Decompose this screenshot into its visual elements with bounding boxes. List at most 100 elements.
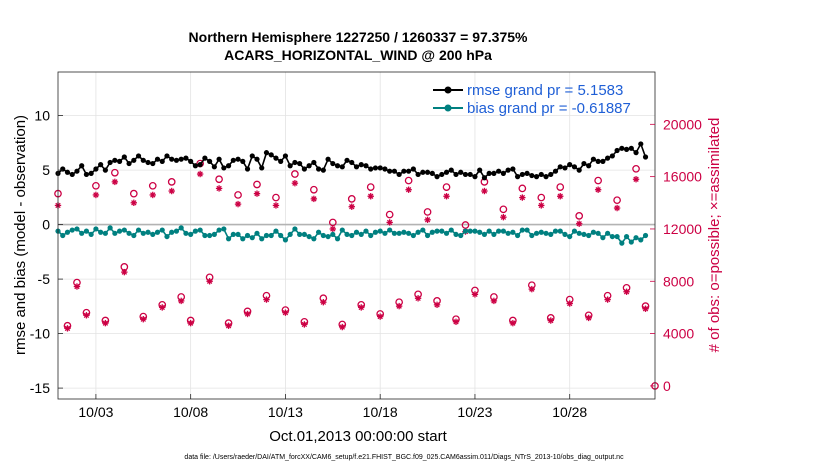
obs-assimilated-point (424, 216, 431, 224)
obs-possible-point (291, 170, 299, 178)
bias-point (524, 227, 530, 233)
bias-point (339, 227, 345, 233)
rmse-point (391, 168, 398, 174)
rmse-point (477, 167, 483, 173)
obs-assimilated-point (310, 195, 318, 203)
rmse-point (548, 171, 554, 178)
rmse-point (254, 156, 260, 162)
bias-point (140, 230, 146, 236)
bias-point (538, 229, 544, 235)
bias-point (268, 232, 274, 239)
rmse-point (424, 169, 431, 175)
rmse-point (567, 162, 573, 168)
obs-possible-point (404, 176, 413, 185)
bias-point (391, 230, 398, 236)
rmse-point (126, 160, 132, 167)
rmse-point (467, 171, 473, 178)
obs-assimilated-point (642, 305, 649, 312)
obs-assimilated-point (215, 185, 223, 192)
bias-point (88, 231, 94, 238)
bias-point (567, 233, 573, 240)
bias-point (320, 232, 326, 239)
rmse-point (406, 168, 412, 174)
bias-point (202, 232, 208, 239)
rmse-point (453, 171, 459, 178)
bias-point (353, 229, 360, 235)
bias-point (505, 230, 511, 236)
obs-assimilated-point (234, 200, 242, 208)
obs-assimilated-point (168, 187, 175, 195)
rmse-point (93, 166, 99, 172)
bias-point (334, 236, 341, 242)
bias-point (600, 235, 606, 241)
rmse-point (505, 167, 511, 173)
rmse-point (586, 163, 592, 169)
rmse-point (510, 166, 516, 172)
rmse-point (500, 170, 506, 176)
obs-assimilated-point (64, 325, 71, 332)
bias-point (98, 229, 104, 235)
obs-possible-point (366, 183, 375, 191)
chart-title: Northern Hemisphere 1227250 / 1260337 = … (189, 29, 528, 45)
rmse-point (481, 175, 488, 181)
rmse-point (216, 156, 222, 162)
obs-assimilated-point (528, 285, 536, 293)
bias-point (135, 227, 142, 233)
obs-assimilated-point (92, 191, 100, 199)
rmse-point (69, 171, 75, 178)
rmse-point (60, 166, 66, 172)
rmse-point (121, 154, 127, 160)
bias-point (562, 231, 568, 238)
obs-possible-point (518, 184, 527, 193)
rmse-point (135, 153, 142, 159)
rmse-point (268, 152, 274, 158)
rmse-point (368, 166, 374, 172)
bias-point (145, 229, 151, 235)
left-y-axis-label: rmse and bias (model - observation) (12, 115, 29, 355)
rmse-point (415, 171, 421, 178)
rmse-point (353, 164, 360, 170)
obs-possible-point (215, 175, 223, 184)
data-file-footnote: data file: /Users/raeder/DAI/ATM_forcXX/… (184, 454, 624, 461)
bias-point (154, 229, 161, 235)
bias-point (273, 228, 279, 234)
y-tick-label-left: 0 (42, 217, 50, 233)
rmse-point (410, 166, 416, 172)
rmse-point (429, 170, 435, 176)
bias-point (491, 231, 497, 238)
rmse-point (434, 174, 440, 180)
bias-point (410, 232, 416, 239)
rmse-point (297, 160, 303, 167)
plot-frame (57, 71, 656, 400)
bias-point (614, 233, 620, 240)
bias-point (116, 228, 123, 234)
obs-possible-point (129, 189, 138, 198)
rmse-point (211, 164, 217, 170)
bias-point (548, 231, 554, 238)
obs-assimilated-point (509, 319, 517, 327)
rmse-point (519, 171, 525, 178)
rmse-point (154, 156, 161, 162)
rmse-point (173, 157, 180, 163)
bias-point (576, 230, 582, 236)
obs-assimilated-point (471, 291, 479, 298)
obs-assimilated-point (452, 318, 460, 326)
bias-point (633, 235, 639, 241)
bias-point (514, 232, 521, 239)
obs-assimilated-point (594, 186, 602, 193)
obs-assimilated-point (433, 301, 441, 309)
rmse-point (192, 163, 199, 169)
rmse-point (628, 145, 634, 151)
bias-point (164, 233, 170, 240)
rmse-point (344, 157, 350, 163)
right-y-axis-label: # of obs: o=possible; ×=assimilated (706, 118, 723, 353)
obs-assimilated-point (130, 199, 138, 206)
bias-point (60, 232, 66, 239)
bias-point (496, 228, 502, 234)
rmse-point (533, 174, 540, 180)
rmse-point (315, 166, 322, 172)
bias-point (557, 228, 563, 234)
bias-point (387, 227, 393, 233)
bias-point (259, 236, 265, 242)
rmse-point (230, 157, 236, 163)
